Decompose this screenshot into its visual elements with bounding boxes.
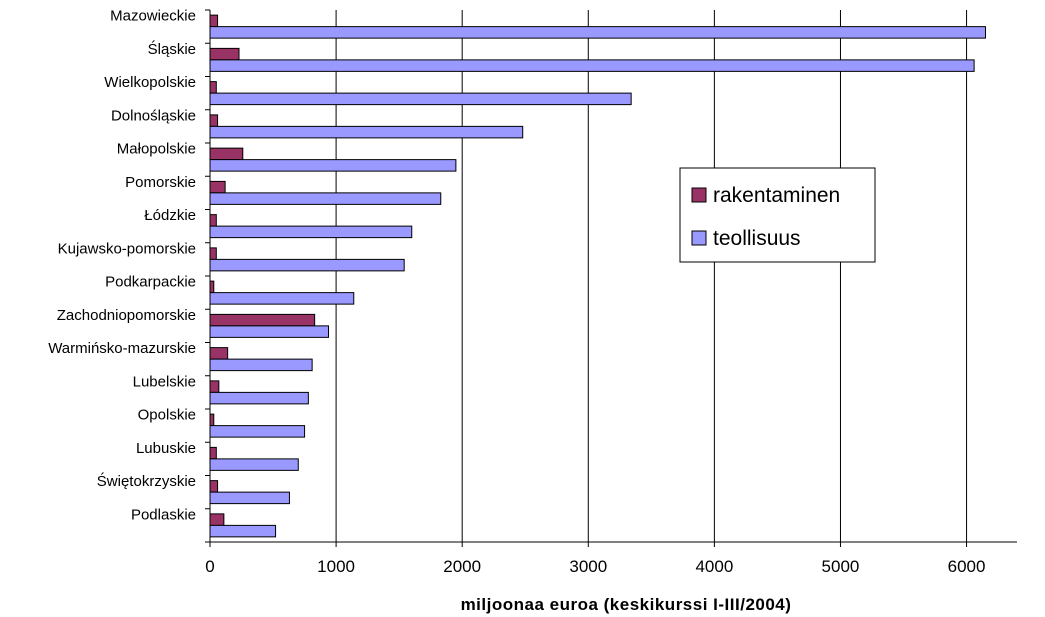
legend-swatch-rakentaminen <box>691 187 707 203</box>
bar-teollisuus-5 <box>209 192 442 205</box>
bar-rakentaminen-1 <box>209 47 240 61</box>
category-label: Małopolskie <box>117 141 196 158</box>
x-tick-label: 5000 <box>822 557 860 576</box>
bar-teollisuus-8 <box>209 292 355 305</box>
bar-teollisuus-4 <box>209 159 457 172</box>
bar-teollisuus-0 <box>209 26 986 39</box>
bar-teollisuus-15 <box>209 524 277 538</box>
category-label: Lubuskie <box>136 440 196 457</box>
x-tick-label: 3000 <box>569 557 607 576</box>
bar-rakentaminen-8 <box>209 280 215 294</box>
bar-rakentaminen-9 <box>209 313 316 327</box>
category-label: Opolskie <box>138 407 196 424</box>
legend-box <box>679 167 876 263</box>
gridlines <box>335 10 968 542</box>
bar-rakentaminen-2 <box>209 81 217 94</box>
bar-teollisuus-10 <box>209 358 313 372</box>
category-label: Mazowieckie <box>110 8 196 25</box>
x-tick-label: 2000 <box>443 557 481 576</box>
bar-rakentaminen-11 <box>209 380 220 393</box>
bar-teollisuus-1 <box>209 59 975 72</box>
x-tick-labels: 0 1000 2000 3000 4000 5000 6000 <box>205 557 985 576</box>
category-label: Pomorskie <box>125 174 196 191</box>
bar-rakentaminen-7 <box>209 247 217 260</box>
legend: rakentaminen teollisuus <box>679 167 876 263</box>
category-label: Zachodniopomorskie <box>57 307 196 324</box>
bar-rakentaminen-6 <box>209 214 217 227</box>
category-labels: Mazowieckie Śląskie Wielkopolskie Dolnośląs… <box>48 8 196 524</box>
axes <box>205 9 1017 547</box>
bar-teollisuus-3 <box>209 125 524 139</box>
category-label: Świętokrzyskie <box>97 472 196 490</box>
legend-swatch-teollisuus <box>691 230 707 246</box>
bar-rakentaminen-4 <box>209 147 244 161</box>
category-label: Podlaskie <box>131 506 196 523</box>
category-label: Kujawsko-pomorskie <box>58 240 196 257</box>
bar-rakentaminen-15 <box>209 513 225 526</box>
x-tick-label: 0 <box>205 557 214 576</box>
bar-teollisuus-7 <box>209 258 405 272</box>
category-label: Lubelskie <box>133 373 196 390</box>
category-label: Dolnośląskie <box>111 107 196 124</box>
bar-rakentaminen-12 <box>209 413 215 427</box>
bar-rakentaminen-5 <box>209 180 226 194</box>
bar-teollisuus-9 <box>209 325 330 338</box>
category-label: Warmińsko-mazurskie <box>48 340 196 357</box>
bar-rakentaminen-13 <box>209 446 217 460</box>
bar-teollisuus-14 <box>209 491 290 505</box>
x-tick-label: 4000 <box>695 557 733 576</box>
category-label: Podkarpackie <box>105 274 196 291</box>
category-label: Wielkopolskie <box>104 74 196 91</box>
bar-rakentaminen-3 <box>209 114 219 127</box>
bar-teollisuus-13 <box>209 458 299 471</box>
legend-label-teollisuus: teollisuus <box>713 227 801 250</box>
category-label: Śląskie <box>148 40 196 58</box>
bar-rakentaminen-10 <box>209 347 229 360</box>
bar-rakentaminen-0 <box>209 14 219 28</box>
bar-teollisuus-2 <box>209 92 632 106</box>
x-axis-label: miljoonaa euroa (keskikurssi I-III/2004) <box>461 595 792 614</box>
legend-label-rakentaminen: rakentaminen <box>713 184 840 207</box>
bar-teollisuus-12 <box>209 425 306 438</box>
x-tick-label: 6000 <box>948 557 986 576</box>
x-tick-label: 1000 <box>317 557 355 576</box>
bar-teollisuus-11 <box>209 391 309 405</box>
category-label: Łódzkie <box>144 207 196 224</box>
bar-teollisuus-6 <box>209 225 413 239</box>
bar-rakentaminen-14 <box>209 480 219 493</box>
bars <box>209 14 986 538</box>
